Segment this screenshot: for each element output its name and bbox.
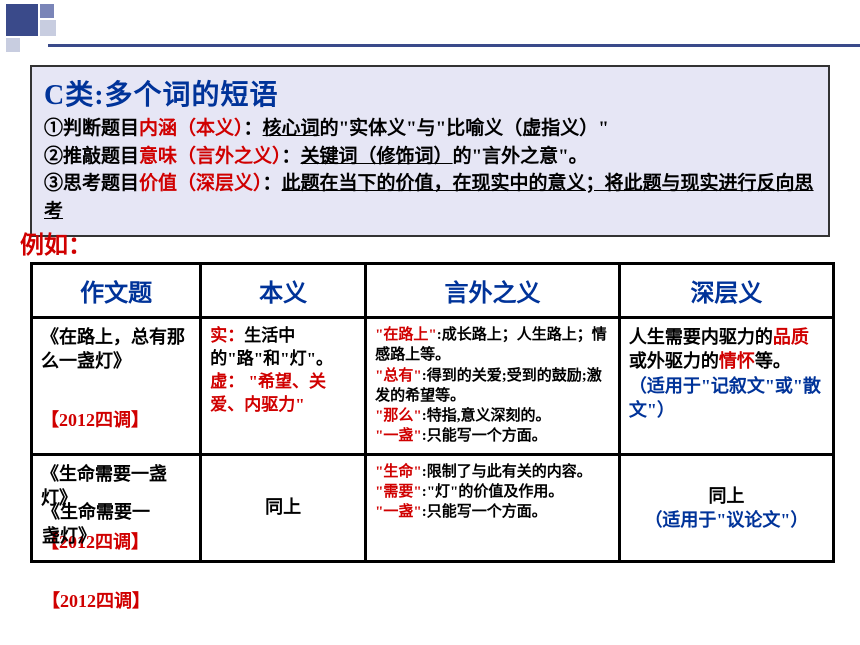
- slide-decoration: [0, 0, 160, 55]
- example-label: 例如：: [20, 225, 92, 260]
- cell-deep-1: 人生需要内驱力的品质或外驱力的情怀等。 （适用于"记叙文"或"散文"）: [619, 318, 833, 455]
- box-title: C类:多个词的短语: [44, 73, 816, 113]
- th-deep: 深层义: [619, 264, 833, 318]
- table-row: 《在路上，总有那么一盏灯》 【2012四调】 实：生活中的"路"和"灯"。 虚：…: [32, 318, 834, 455]
- box-line-2: ②推敲题目意味（言外之义）：关键词（修饰词）的"言外之意"。: [44, 143, 816, 171]
- analysis-table: 作文题 本义 言外之义 深层义 《在路上，总有那么一盏灯》 【2012四调】 实…: [30, 262, 835, 563]
- cell-literal-2: 同上: [201, 454, 366, 562]
- overlapping-text: 《生命需要一 盏灯》 【2012四调】: [42, 500, 150, 613]
- th-literal: 本义: [201, 264, 366, 318]
- box-line-3: ③思考题目价值（深层义）：此题在当下的价值，在现实中的意义；将此题与现实进行反向…: [44, 170, 816, 225]
- table-row: 《生命需要一盏灯》 【2012四调】 同上 "生命":限制了与此有关的内容。 "…: [32, 454, 834, 562]
- cell-literal-1: 实：生活中的"路"和"灯"。 虚： "希望、关爱、内驱力": [201, 318, 366, 455]
- table-header-row: 作文题 本义 言外之义 深层义: [32, 264, 834, 318]
- cell-deep-2: 同上 （适用于"议论文"）: [619, 454, 833, 562]
- cell-topic-1: 《在路上，总有那么一盏灯》 【2012四调】: [32, 318, 201, 455]
- box-line-1: ①判断题目内涵（本义）：核心词的"实体义"与"比喻义（虚指义）": [44, 115, 816, 143]
- category-c-box: C类:多个词的短语 ①判断题目内涵（本义）：核心词的"实体义"与"比喻义（虚指义…: [30, 65, 830, 237]
- cell-implied-2: "生命":限制了与此有关的内容。 "需要":"灯"的价值及作用。 "一盏":只能…: [366, 454, 620, 562]
- th-topic: 作文题: [32, 264, 201, 318]
- cell-implied-1: "在路上":成长路上；人生路上；情感路上等。 "总有":得到的关爱;受到的鼓励;…: [366, 318, 620, 455]
- th-implied: 言外之义: [366, 264, 620, 318]
